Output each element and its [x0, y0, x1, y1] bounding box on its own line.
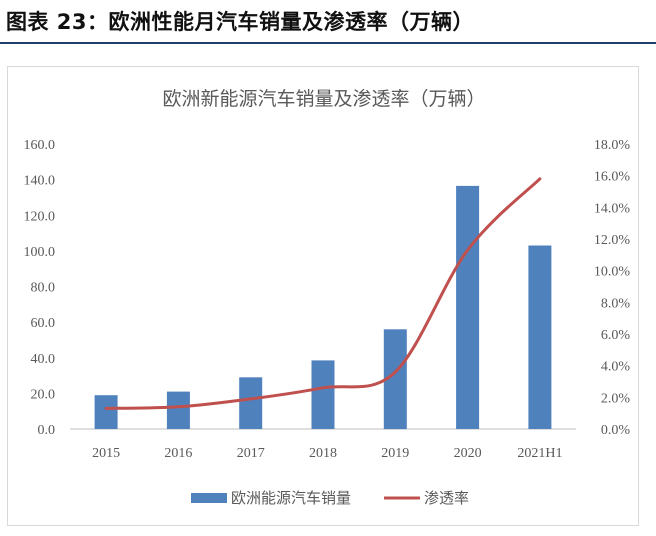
legend-label-rate: 渗透率 [424, 489, 469, 507]
left-tick-label: 40.0 [31, 352, 56, 367]
right-tick-label: 16.0% [594, 170, 631, 185]
left-tick-label: 160.0 [24, 138, 56, 153]
x-tick-label: 2015 [92, 446, 120, 461]
legend-label-sales: 欧洲能源汽车销量 [231, 489, 351, 507]
legend-swatch-sales [191, 493, 227, 503]
left-tick-label: 100.0 [24, 245, 56, 260]
left-tick-label: 120.0 [24, 209, 56, 224]
left-axis-ticks: 0.0 20.0 40.0 60.0 80.0 100.0 120.0 140.0 160.0 [24, 138, 56, 438]
bar-2021H1 [528, 245, 552, 429]
left-tick-label: 80.0 [31, 281, 56, 296]
chart-area: 欧洲新能源汽车销量及渗透率（万辆） 0.0 20.0 40.0 60.0 80.0 100… [7, 66, 639, 526]
right-axis-ticks: 0.0% 2.0% 4.0% 6.0% 8.0% 10.0% 12.0% 14.0% 16.0%… [594, 138, 631, 438]
bar-2015 [94, 395, 118, 429]
left-tick-label: 60.0 [31, 316, 56, 331]
bar-2018 [311, 360, 335, 429]
x-tick-label: 2021H1 [517, 446, 562, 461]
bar-2019 [383, 329, 407, 430]
right-tick-label: 4.0% [601, 360, 631, 375]
caption-rule [0, 42, 656, 44]
bar-series [94, 185, 552, 430]
left-tick-label: 0.0 [38, 423, 56, 438]
left-tick-label: 140.0 [24, 174, 56, 189]
x-axis-ticks: 2015 2016 2017 2018 2019 2020 2021H1 [92, 446, 562, 461]
right-tick-label: 0.0% [601, 423, 631, 438]
figure-caption: 图表 23：欧洲性能月汽车销量及渗透率（万辆） [6, 10, 475, 34]
chart-svg: 欧洲新能源汽车销量及渗透率（万辆） 0.0 20.0 40.0 60.0 80.0 100… [24, 88, 631, 507]
right-tick-label: 12.0% [594, 233, 631, 248]
right-tick-label: 8.0% [601, 296, 631, 311]
x-tick-label: 2020 [454, 446, 482, 461]
bar-2017 [239, 377, 263, 429]
right-tick-label: 10.0% [594, 265, 631, 280]
x-tick-label: 2017 [237, 446, 265, 461]
right-tick-label: 14.0% [594, 201, 631, 216]
right-tick-label: 6.0% [601, 328, 631, 343]
right-tick-label: 18.0% [594, 138, 631, 153]
penetration-rate-line [104, 177, 542, 410]
x-tick-label: 2018 [309, 446, 337, 461]
right-tick-label: 2.0% [601, 391, 631, 406]
x-tick-label: 2016 [164, 446, 192, 461]
bar-2020 [456, 185, 480, 429]
legend: 欧洲能源汽车销量 渗透率 [191, 489, 469, 507]
x-tick-label: 2019 [381, 446, 409, 461]
bar-2016 [166, 391, 190, 429]
chart-title: 欧洲新能源汽车销量及渗透率（万辆） [162, 88, 485, 110]
left-tick-label: 20.0 [31, 387, 56, 402]
